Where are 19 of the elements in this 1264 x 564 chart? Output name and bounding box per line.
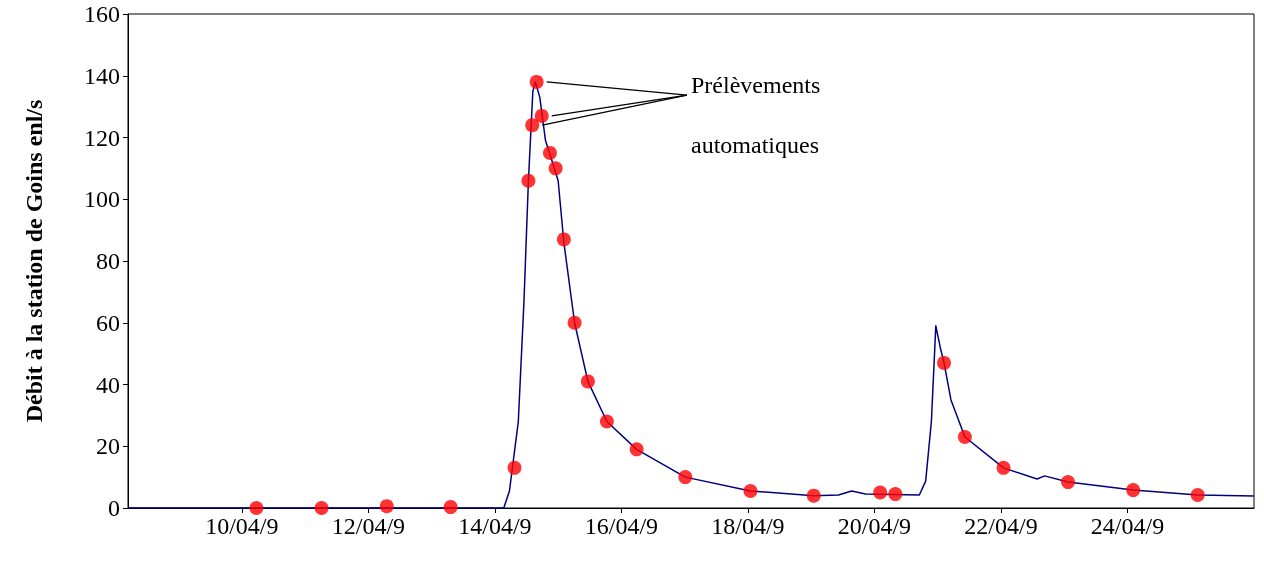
- x-tick-label: 22/04/9: [964, 513, 1038, 539]
- x-tick-label: 24/04/9: [1090, 513, 1165, 539]
- y-tick-label: 80: [96, 248, 120, 274]
- x-tick-label: 12/04/9: [331, 513, 406, 539]
- y-tick-label: 0: [108, 495, 120, 521]
- x-tick-label: 18/04/9: [711, 513, 785, 539]
- y-axis-title: Débit à la station de Goins enl/s: [21, 99, 47, 423]
- y-tick-label: 160: [84, 1, 120, 27]
- x-tick-label: 14/04/9: [458, 513, 532, 539]
- x-tick-label: 16/04/9: [584, 513, 659, 539]
- y-tick-label: 60: [96, 309, 120, 336]
- y-tick-label: 100: [84, 186, 120, 213]
- y-tick-label: 40: [96, 371, 120, 398]
- y-tick-label: 120: [84, 124, 120, 151]
- x-tick-label: 20/04/9: [837, 513, 912, 539]
- y-tick-label: 20: [96, 433, 120, 460]
- y-tick-label: 140: [84, 62, 120, 89]
- text: Prélèvements automatiques: [691, 72, 821, 159]
- x-tick-label: 10/04/9: [205, 513, 279, 539]
